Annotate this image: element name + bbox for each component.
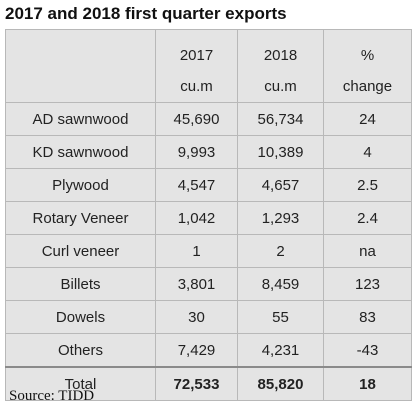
header-2018-unit: cu.m	[264, 78, 297, 95]
product-cell: Rotary Veneer	[5, 201, 156, 235]
change-cell: -43	[323, 333, 412, 368]
header-2017-year: 2017	[179, 47, 214, 64]
change-cell: 24	[323, 102, 412, 136]
value-2017-cell: 1	[155, 234, 238, 268]
change-cell: 123	[323, 267, 412, 301]
table-row: Others 7,429 4,231 -43	[5, 333, 412, 368]
table-row: Dowels 30 55 83	[5, 300, 412, 334]
table-row: Rotary Veneer 1,042 1,293 2.4	[5, 201, 412, 235]
header-2017-unit: cu.m	[180, 78, 213, 95]
change-cell: 2.5	[323, 168, 412, 202]
header-change-label: change	[342, 78, 393, 95]
table-title: 2017 and 2018 first quarter exports	[5, 4, 287, 23]
product-cell: Plywood	[5, 168, 156, 202]
value-2018-cell: 10,389	[237, 135, 324, 169]
header-empty-cell	[5, 29, 156, 103]
total-change-cell: 18	[323, 366, 412, 401]
total-label: Total	[5, 366, 156, 401]
change-cell: 4	[323, 135, 412, 169]
total-2017-cell: 72,533	[155, 366, 238, 401]
change-cell: na	[323, 234, 412, 268]
source-note: Source: TIDD	[9, 388, 95, 404]
product-cell: AD sawnwood	[5, 102, 156, 136]
header-change-symbol: %	[360, 47, 375, 64]
value-2017-cell: 30	[155, 300, 238, 334]
header-2017: 2017 cu.m	[155, 29, 238, 103]
value-2018-cell: 2	[237, 234, 324, 268]
value-2017-cell: 3,801	[155, 267, 238, 301]
value-2017-cell: 45,690	[155, 102, 238, 136]
value-2018-cell: 4,231	[237, 333, 324, 368]
header-2018: 2018 cu.m	[237, 29, 324, 103]
table-row: Curl veneer 1 2 na	[5, 234, 412, 268]
value-2017-cell: 4,547	[155, 168, 238, 202]
header-change: % change	[323, 29, 412, 103]
table-row: Plywood 4,547 4,657 2.5	[5, 168, 412, 202]
product-cell: Dowels	[5, 300, 156, 334]
table-row: AD sawnwood 45,690 56,734 24	[5, 102, 412, 136]
change-cell: 2.4	[323, 201, 412, 235]
product-cell: Others	[5, 333, 156, 368]
value-2017-cell: 7,429	[155, 333, 238, 368]
value-2018-cell: 4,657	[237, 168, 324, 202]
value-2018-cell: 56,734	[237, 102, 324, 136]
exports-table: 2017 cu.m 2018 cu.m % change AD sawnwood…	[5, 29, 412, 401]
value-2018-cell: 1,293	[237, 201, 324, 235]
header-row: 2017 cu.m 2018 cu.m % change	[5, 29, 412, 103]
header-2018-year: 2018	[263, 47, 298, 64]
total-2018-cell: 85,820	[237, 366, 324, 401]
product-cell: KD sawnwood	[5, 135, 156, 169]
product-cell: Curl veneer	[5, 234, 156, 268]
value-2018-cell: 8,459	[237, 267, 324, 301]
value-2017-cell: 9,993	[155, 135, 238, 169]
value-2018-cell: 55	[237, 300, 324, 334]
change-cell: 83	[323, 300, 412, 334]
table-row: Billets 3,801 8,459 123	[5, 267, 412, 301]
table-row: KD sawnwood 9,993 10,389 4	[5, 135, 412, 169]
product-cell: Billets	[5, 267, 156, 301]
total-row: Total 72,533 85,820 18	[5, 366, 412, 401]
value-2017-cell: 1,042	[155, 201, 238, 235]
